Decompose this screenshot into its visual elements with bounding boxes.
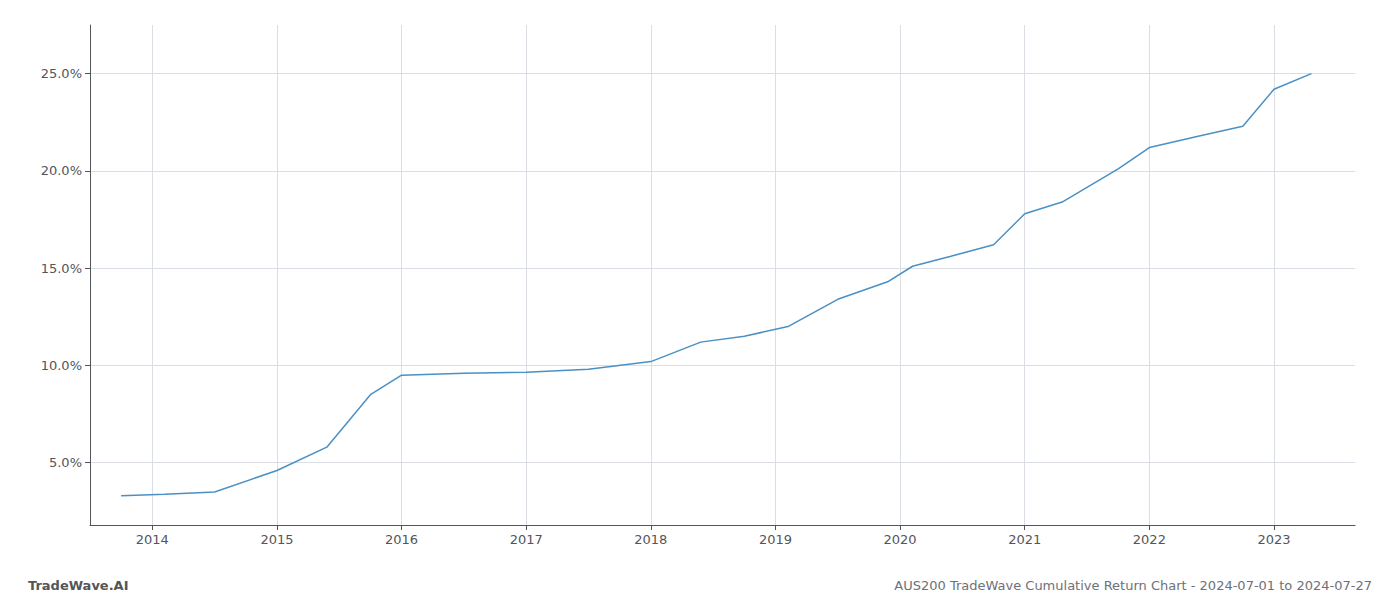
svg-text:AUS200 TradeWave Cumulative Re: AUS200 TradeWave Cumulative Return Chart… xyxy=(894,578,1372,593)
svg-text:20.0%: 20.0% xyxy=(41,163,82,178)
svg-text:2022: 2022 xyxy=(1133,532,1166,547)
svg-text:2016: 2016 xyxy=(385,532,418,547)
svg-text:5.0%: 5.0% xyxy=(49,455,82,470)
svg-text:2015: 2015 xyxy=(260,532,293,547)
svg-text:2018: 2018 xyxy=(634,532,667,547)
svg-text:10.0%: 10.0% xyxy=(41,358,82,373)
svg-text:15.0%: 15.0% xyxy=(41,261,82,276)
svg-text:2021: 2021 xyxy=(1008,532,1041,547)
svg-text:2023: 2023 xyxy=(1257,532,1290,547)
svg-text:2017: 2017 xyxy=(510,532,543,547)
svg-text:25.0%: 25.0% xyxy=(41,66,82,81)
svg-text:2019: 2019 xyxy=(759,532,792,547)
svg-text:TradeWave.AI: TradeWave.AI xyxy=(28,578,129,593)
svg-text:2014: 2014 xyxy=(136,532,169,547)
svg-text:2020: 2020 xyxy=(884,532,917,547)
